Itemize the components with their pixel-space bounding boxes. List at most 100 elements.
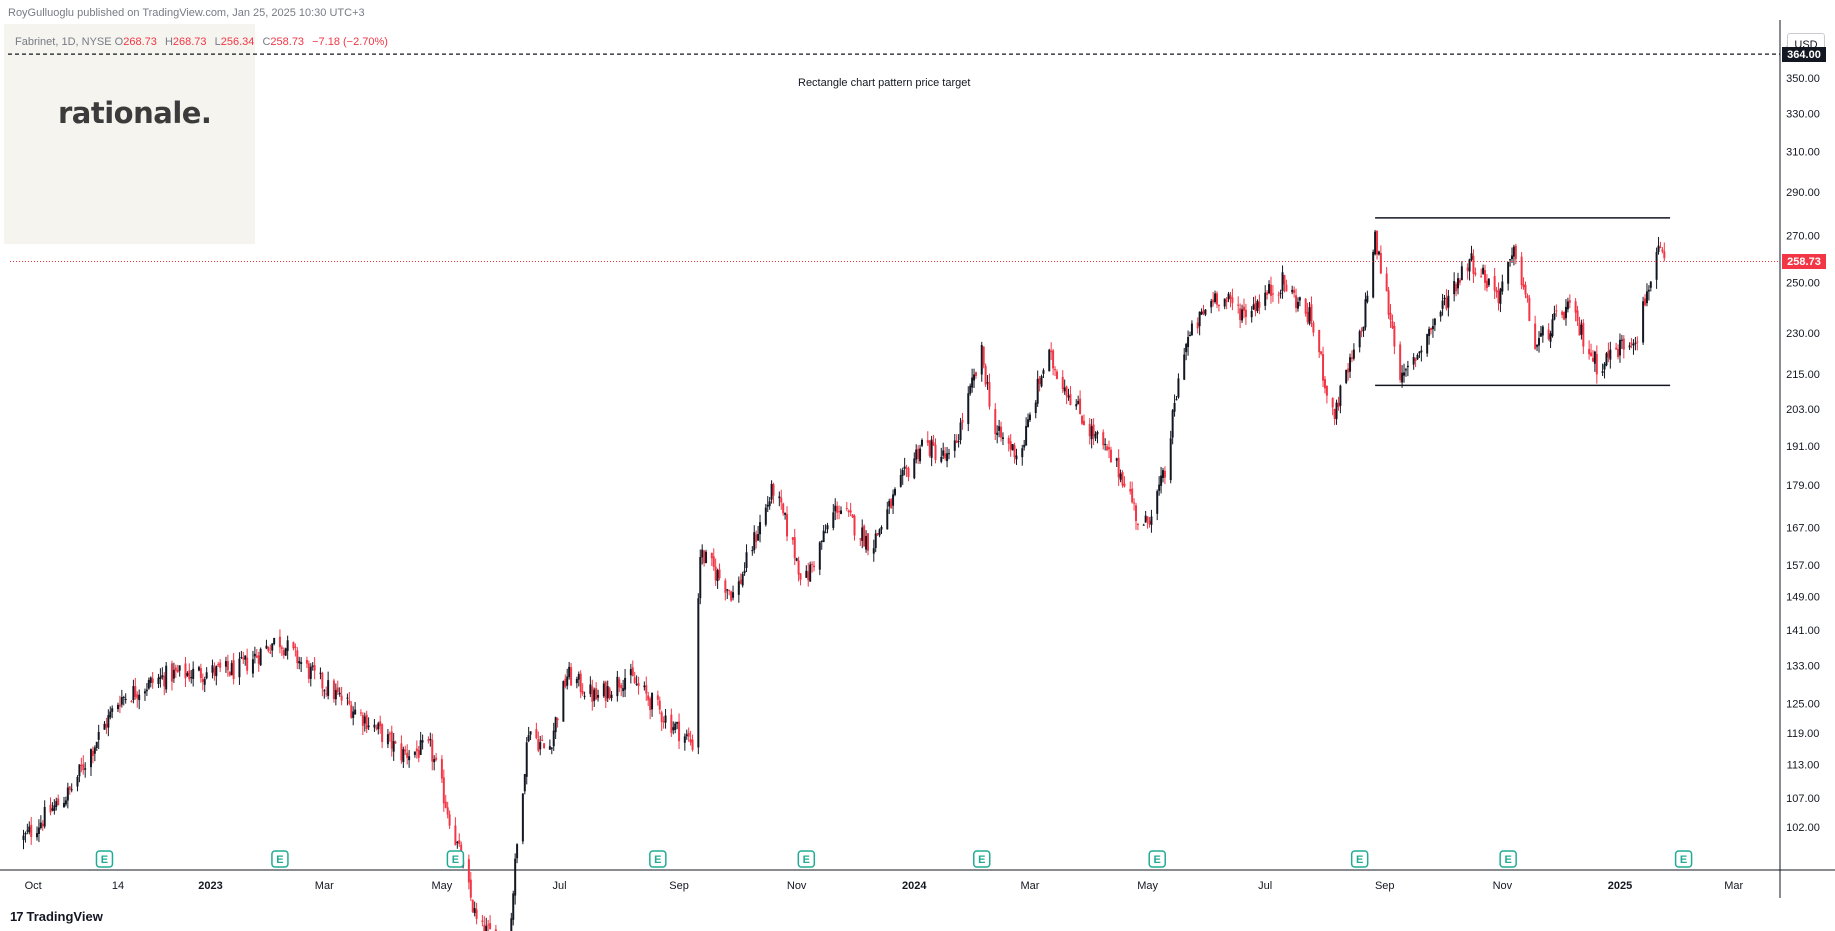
candle-body xyxy=(51,808,54,811)
candle-body xyxy=(230,663,233,676)
candle-body xyxy=(134,686,137,697)
candle-body xyxy=(606,686,609,699)
candle-body xyxy=(1106,446,1109,451)
candle-body xyxy=(782,503,785,514)
candle-body xyxy=(1241,309,1244,321)
candle-body xyxy=(1389,312,1392,321)
candle-body xyxy=(799,573,802,580)
candle-body xyxy=(489,923,492,930)
earnings-marker[interactable]: E xyxy=(1350,850,1369,868)
candle-body xyxy=(1202,310,1205,314)
candle-body xyxy=(697,598,700,748)
candle-body xyxy=(1433,318,1436,326)
svg-text:E: E xyxy=(978,854,985,866)
candle-body xyxy=(1052,350,1055,369)
candle-body xyxy=(1310,304,1313,322)
candle-body xyxy=(336,687,339,693)
svg-text:E: E xyxy=(101,854,108,866)
candle-body xyxy=(853,515,856,536)
candle-body xyxy=(1339,385,1342,406)
candle-body xyxy=(1431,325,1434,330)
earnings-marker[interactable]: E xyxy=(95,850,114,868)
candle-body xyxy=(1304,298,1307,314)
candle-body xyxy=(807,571,810,581)
candle-body xyxy=(1027,419,1030,427)
candle-body xyxy=(566,676,569,686)
earnings-marker[interactable]: E xyxy=(649,850,667,868)
earnings-marker[interactable]: E xyxy=(797,850,816,868)
candle-body xyxy=(1460,266,1463,281)
candle-body xyxy=(481,920,484,922)
candle-body xyxy=(1493,276,1496,291)
tradingview-brand[interactable]: 17 TradingView xyxy=(10,909,103,924)
candle-body xyxy=(618,679,621,688)
candle-body xyxy=(165,665,168,690)
candle-body xyxy=(865,536,868,550)
earnings-marker[interactable]: E xyxy=(446,850,465,868)
earnings-marker[interactable]: E xyxy=(1674,850,1693,868)
candle-body xyxy=(1163,470,1166,478)
candle-body xyxy=(174,667,177,671)
candle-body xyxy=(591,686,594,702)
candle-body xyxy=(361,715,364,726)
candle-body xyxy=(238,658,241,678)
candle-body xyxy=(867,533,870,551)
candle-body xyxy=(1277,294,1280,296)
candle-body xyxy=(838,511,841,513)
candle-body xyxy=(847,511,850,513)
candle-body xyxy=(1401,372,1404,383)
candle-body xyxy=(751,550,754,552)
target-annotation: Rectangle chart pattern price target xyxy=(798,77,971,89)
candle-body xyxy=(556,718,559,721)
candle-body xyxy=(1649,281,1652,288)
candle-body xyxy=(190,677,193,679)
candle-body xyxy=(1200,311,1203,315)
candle-body xyxy=(633,677,636,684)
x-tick-label: May xyxy=(432,880,453,892)
candle-body xyxy=(1528,297,1531,321)
earnings-marker[interactable]: E xyxy=(973,850,991,868)
candle-body xyxy=(886,509,889,530)
change-value: −7.18 (−2.70%) xyxy=(312,36,388,48)
candle-body xyxy=(570,667,573,686)
candle-body xyxy=(527,735,530,742)
candle-body xyxy=(273,637,276,645)
candle-body xyxy=(1404,369,1407,371)
candle-body xyxy=(1495,289,1498,293)
candle-body xyxy=(1387,290,1390,315)
candle-body xyxy=(66,787,69,801)
earnings-marker[interactable]: E xyxy=(1148,850,1166,868)
candle-body xyxy=(996,432,999,435)
candle-body xyxy=(1647,289,1650,292)
candle-body xyxy=(53,805,56,811)
y-tick-label: 107.00 xyxy=(1786,793,1820,805)
svg-text:E: E xyxy=(1504,854,1511,866)
candle-body xyxy=(421,740,424,743)
candle-body xyxy=(1158,484,1161,491)
candle-body xyxy=(138,694,141,701)
candle-body xyxy=(1416,354,1419,360)
close-key: C xyxy=(262,36,271,48)
candle-body xyxy=(89,749,92,768)
candle-body xyxy=(1244,309,1247,317)
x-tick-label: Oct xyxy=(25,880,42,892)
candle-body xyxy=(105,723,108,728)
candle-body xyxy=(294,646,297,648)
candle-body xyxy=(1663,251,1666,259)
earnings-marker[interactable]: E xyxy=(271,850,289,868)
candle-body xyxy=(1293,289,1296,294)
low-key: L xyxy=(214,36,221,48)
candle-body xyxy=(737,581,740,595)
candle-body xyxy=(1447,295,1450,308)
candle-body xyxy=(1067,395,1070,398)
candle-body xyxy=(1430,327,1433,331)
low-value: 256.34 xyxy=(220,36,255,48)
candle-body xyxy=(836,506,839,513)
candle-body xyxy=(1541,326,1544,336)
candle-body xyxy=(282,650,285,656)
candle-body xyxy=(1252,304,1255,310)
candle-body xyxy=(1620,339,1623,341)
earnings-marker[interactable]: E xyxy=(1499,850,1517,868)
candle-body xyxy=(1514,245,1517,260)
